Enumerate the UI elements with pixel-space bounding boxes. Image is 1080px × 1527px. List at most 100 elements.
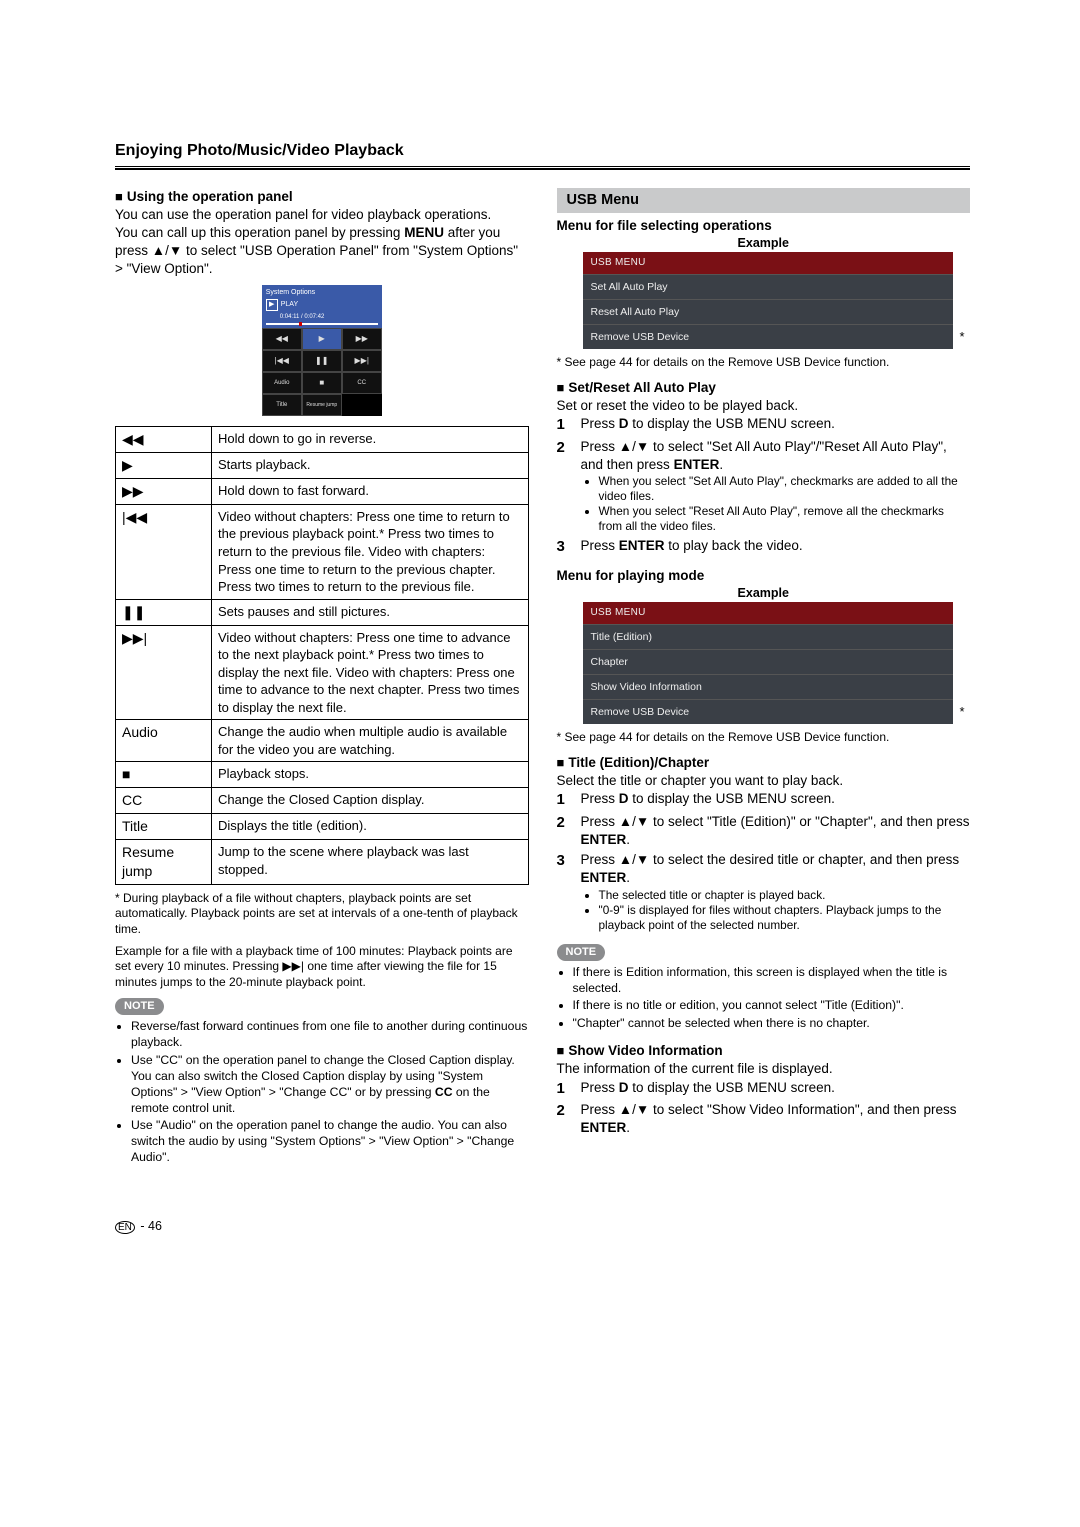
desc-cell: Video without chapters: Press one time t… — [212, 504, 529, 599]
menu-file-select-heading: Menu for file selecting operations — [557, 217, 971, 235]
op-panel-grid: ◀◀ ▶ ▶▶ |◀◀ ❚❚ ▶▶| Audio ■ CC Title Resu… — [262, 328, 382, 416]
title-chapter-intro: Select the title or chapter you want to … — [557, 772, 971, 790]
icon-cell: ❚❚ — [116, 599, 212, 625]
op-cell: ■ — [302, 372, 342, 394]
desc-cell: Displays the title (edition). — [212, 814, 529, 840]
usb-menu-item: Remove USB Device — [583, 324, 953, 349]
op-cell: ❚❚ — [302, 350, 342, 372]
op-cell: ▶ — [302, 328, 342, 350]
usb-menu-item: Title (Edition) — [583, 624, 953, 649]
left-notes-list: Reverse/fast forward continues from one … — [115, 1019, 529, 1166]
usb-menu-item: Show Video Information — [583, 674, 953, 699]
note-item: If there is Edition information, this sc… — [573, 965, 971, 997]
op-panel-time: 0:04:11 / 0:07:42 — [280, 313, 378, 321]
op-cell: CC — [342, 372, 382, 394]
footnote-playback-points: * During playback of a file without chap… — [115, 891, 529, 938]
title-chapter-steps: 1 Press D to display the USB MENU screen.… — [557, 790, 971, 933]
op-cell: Audio — [262, 372, 302, 394]
step-subitem: The selected title or chapter is played … — [599, 888, 971, 903]
op-panel-progress — [266, 323, 378, 325]
op-panel-title: System Options — [266, 288, 378, 297]
desc-cell: Jump to the scene where playback was las… — [212, 840, 529, 885]
usb-menu-item: Reset All Auto Play — [583, 299, 953, 324]
step-text: Press D to display the USB MENU screen. — [581, 790, 971, 810]
page-lang-code: EN — [115, 1221, 135, 1234]
note-item: Reverse/fast forward continues from one … — [131, 1019, 529, 1051]
icon-cell: Resume jump — [116, 840, 212, 885]
desc-cell: Sets pauses and still pictures. — [212, 599, 529, 625]
page-title: Enjoying Photo/Music/Video Playback — [115, 140, 970, 162]
remove-usb-ref: * See page 44 for details on the Remove … — [557, 355, 971, 371]
desc-cell: Hold down to fast forward. — [212, 479, 529, 505]
step-sublist: When you select "Set All Auto Play", che… — [581, 474, 971, 534]
set-reset-heading: ■Set/Reset All Auto Play — [557, 379, 971, 397]
usb-menu-item: Set All Auto Play — [583, 274, 953, 299]
icon-cell: |◀◀ — [116, 504, 212, 599]
asterisk-marker: * — [959, 703, 964, 721]
note-item: "Chapter" cannot be selected when there … — [573, 1016, 971, 1032]
step-subitem: "0-9" is displayed for files without cha… — [599, 903, 971, 932]
usb-menu-bar: USB Menu — [557, 188, 971, 214]
step-number: 2 — [557, 438, 571, 535]
step-text: Press ▲/▼ to select "Title (Edition)" or… — [581, 813, 971, 849]
icon-cell: ▶ — [116, 453, 212, 479]
page-number-text: - 46 — [137, 1219, 162, 1233]
icon-cell: ▶▶ — [116, 479, 212, 505]
usb-menu-header: USB MENU — [583, 602, 953, 624]
note-item: Use "CC" on the operation panel to chang… — [131, 1053, 529, 1116]
op-cell-empty — [342, 394, 382, 416]
op-panel-intro-1: You can use the operation panel for vide… — [115, 206, 529, 224]
step-number: 1 — [557, 1079, 571, 1099]
icon-cell: CC — [116, 788, 212, 814]
step-number: 2 — [557, 1101, 571, 1137]
example-label: Example — [557, 585, 971, 602]
usb-menu-1: USB MENU Set All Auto Play Reset All Aut… — [583, 252, 953, 349]
usb-menu-item: Remove USB Device — [583, 699, 953, 724]
step-subitem: When you select "Reset All Auto Play", r… — [599, 504, 971, 533]
icon-cell: Audio — [116, 720, 212, 762]
set-reset-steps: 1 Press D to display the USB MENU screen.… — [557, 415, 971, 557]
desc-cell: Change the Closed Caption display. — [212, 788, 529, 814]
step-text: Press ENTER to play back the video. — [581, 537, 971, 557]
example-label: Example — [557, 235, 971, 252]
note-label: NOTE — [557, 944, 606, 961]
op-panel-header: System Options ▶ PLAY 0:04:11 / 0:07:42 — [262, 285, 382, 329]
step-number: 3 — [557, 851, 571, 934]
remove-usb-ref: * See page 44 for details on the Remove … — [557, 730, 971, 746]
desc-cell: Video without chapters: Press one time t… — [212, 625, 529, 720]
icon-cell: Title — [116, 814, 212, 840]
desc-cell: Playback stops. — [212, 762, 529, 788]
icon-cell: ▶▶| — [116, 625, 212, 720]
op-cell: Resume jump — [302, 394, 342, 416]
note-item: Use "Audio" on the operation panel to ch… — [131, 1118, 529, 1166]
step-subitem: When you select "Set All Auto Play", che… — [599, 474, 971, 503]
desc-cell: Starts playback. — [212, 453, 529, 479]
op-cell: ▶▶| — [342, 350, 382, 372]
op-cell: |◀◀ — [262, 350, 302, 372]
desc-cell: Change the audio when multiple audio is … — [212, 720, 529, 762]
page-number: EN - 46 — [115, 1218, 970, 1235]
step-text: Press ▲/▼ to select "Show Video Informat… — [581, 1101, 971, 1137]
step-text: Press ▲/▼ to select "Set All Auto Play"/… — [581, 438, 971, 535]
play-icon: ▶ — [266, 299, 278, 311]
step-number: 1 — [557, 415, 571, 435]
usb-menu-item: Chapter — [583, 649, 953, 674]
operation-icon-table: ◀◀Hold down to go in reverse.▶Starts pla… — [115, 426, 529, 885]
usb-menu-2: USB MENU Title (Edition) Chapter Show Vi… — [583, 602, 953, 724]
icon-cell: ■ — [116, 762, 212, 788]
step-number: 1 — [557, 790, 571, 810]
two-column-layout: ■Using the operation panel You can use t… — [115, 188, 970, 1168]
step-sublist: The selected title or chapter is played … — [581, 888, 971, 933]
show-video-info-intro: The information of the current file is d… — [557, 1060, 971, 1078]
step-text: Press D to display the USB MENU screen. — [581, 415, 971, 435]
icon-cell: ◀◀ — [116, 427, 212, 453]
step-text: Press D to display the USB MENU screen. — [581, 1079, 971, 1099]
operation-panel-graphic: System Options ▶ PLAY 0:04:11 / 0:07:42 … — [262, 285, 382, 417]
op-cell: ▶▶ — [342, 328, 382, 350]
left-column: ■Using the operation panel You can use t… — [115, 188, 529, 1168]
title-rule — [115, 166, 970, 170]
step-number: 2 — [557, 813, 571, 849]
step-number: 3 — [557, 537, 571, 557]
set-reset-intro: Set or reset the video to be played back… — [557, 397, 971, 415]
using-op-panel-heading: ■Using the operation panel — [115, 188, 529, 206]
